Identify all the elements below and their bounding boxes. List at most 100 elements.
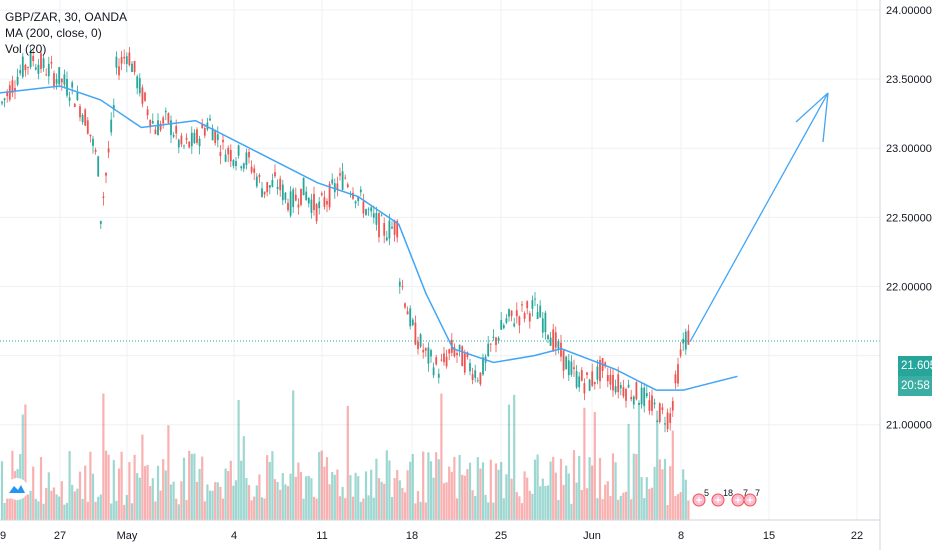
volume-bar bbox=[500, 461, 503, 520]
volume-bar bbox=[403, 492, 407, 520]
candle-body bbox=[562, 350, 565, 371]
candle-body bbox=[385, 237, 388, 241]
volume-bar bbox=[76, 488, 79, 520]
candle-body bbox=[164, 110, 167, 113]
volume-bar bbox=[29, 490, 32, 520]
event-flag-icon[interactable]: 7 bbox=[743, 488, 760, 507]
candle-body bbox=[128, 52, 131, 66]
candle-body bbox=[640, 387, 643, 405]
volume-bar bbox=[125, 495, 128, 520]
volume-bar bbox=[435, 452, 438, 520]
candle-body bbox=[534, 298, 536, 300]
symbol-title[interactable]: GBP/ZAR, 30, OANDA bbox=[5, 10, 128, 24]
volume-bar bbox=[73, 491, 76, 520]
volume-bar bbox=[24, 404, 27, 520]
volume-bar bbox=[481, 462, 485, 520]
x-tick-label: 15 bbox=[763, 530, 775, 542]
volume-bar bbox=[518, 496, 521, 520]
volume-bar bbox=[50, 490, 53, 520]
volume-bar bbox=[624, 491, 628, 520]
projection-arrow[interactable] bbox=[689, 92, 829, 343]
candle-body bbox=[466, 352, 469, 358]
candle-body bbox=[469, 363, 471, 372]
candle-body bbox=[42, 58, 45, 69]
candle-body bbox=[583, 383, 586, 394]
candle-body bbox=[149, 119, 152, 128]
candle-body bbox=[68, 97, 71, 101]
candle-body bbox=[258, 174, 261, 178]
event-flag-icon[interactable]: 5 bbox=[692, 488, 709, 507]
candle-body bbox=[401, 286, 404, 288]
event-badges[interactable]: 5 18 7 7 bbox=[692, 488, 760, 507]
volume-bar bbox=[320, 450, 323, 520]
tradingview-logo-icon[interactable] bbox=[6, 478, 28, 500]
volume-bar bbox=[653, 466, 656, 520]
volume-bar bbox=[34, 498, 37, 520]
volume-bar bbox=[123, 504, 126, 520]
volume-bar bbox=[276, 482, 279, 520]
candle-body bbox=[627, 384, 630, 388]
candle-body bbox=[346, 184, 349, 188]
volume-bar bbox=[684, 479, 687, 520]
volume-bar bbox=[528, 490, 531, 520]
candle-body bbox=[528, 313, 531, 322]
candle-body bbox=[307, 197, 310, 204]
candle-body bbox=[250, 166, 253, 173]
volume-bar bbox=[601, 499, 604, 520]
volume-bar bbox=[26, 494, 30, 520]
volume-indicator-label[interactable]: Vol (20) bbox=[5, 42, 47, 56]
candle-body bbox=[214, 130, 217, 144]
volume-bar bbox=[133, 454, 136, 520]
candle-body bbox=[580, 370, 583, 381]
candle-body bbox=[302, 177, 305, 196]
volume-bar bbox=[42, 503, 45, 520]
candle-body bbox=[123, 56, 126, 59]
event-flag-icon[interactable]: 18 bbox=[711, 488, 733, 507]
volume-bar bbox=[442, 483, 446, 520]
volume-bar bbox=[156, 465, 160, 520]
candle-body bbox=[318, 201, 321, 209]
volume-bar bbox=[297, 462, 300, 520]
ma-indicator-label[interactable]: MA (200, close, 0) bbox=[5, 26, 102, 40]
volume-bar bbox=[71, 484, 74, 520]
candle-body bbox=[463, 353, 466, 373]
candle-body bbox=[47, 63, 50, 77]
volume-bar bbox=[539, 486, 542, 520]
candle-body bbox=[185, 137, 188, 140]
candle-body bbox=[471, 374, 474, 381]
candle-body bbox=[313, 193, 315, 211]
candle-body bbox=[661, 407, 664, 410]
candle-body bbox=[479, 372, 482, 385]
volume-bar bbox=[367, 495, 370, 520]
volume-bar bbox=[266, 455, 269, 520]
volume-bar bbox=[250, 500, 253, 520]
volume-bar bbox=[611, 453, 615, 520]
candle-body bbox=[666, 412, 669, 430]
volume-bar bbox=[89, 451, 92, 520]
candle-body bbox=[227, 147, 230, 155]
x-tick-label: 29 bbox=[0, 530, 6, 542]
candle-body bbox=[604, 362, 607, 367]
candle-body bbox=[510, 310, 513, 317]
volume-bar bbox=[281, 473, 284, 520]
volume-bar bbox=[375, 458, 378, 520]
candle-body bbox=[89, 134, 92, 137]
volume-bar bbox=[201, 456, 204, 520]
volume-bar bbox=[364, 471, 368, 520]
volume-bar bbox=[416, 491, 420, 520]
candle-body bbox=[443, 353, 445, 363]
x-tick-label: May bbox=[117, 530, 138, 542]
volume-bar bbox=[489, 459, 492, 520]
volume-bar bbox=[372, 497, 375, 520]
event-flag-icon[interactable]: 7 bbox=[731, 488, 748, 507]
volume-bar bbox=[687, 500, 690, 520]
candle-body bbox=[8, 85, 11, 100]
volume-bar bbox=[643, 498, 646, 520]
volume-bar bbox=[245, 478, 248, 520]
volume-bar bbox=[596, 498, 599, 520]
volume-bar bbox=[3, 503, 6, 520]
chart-grid bbox=[0, 0, 880, 520]
candle-body bbox=[617, 374, 620, 393]
volume-bar bbox=[333, 474, 336, 520]
